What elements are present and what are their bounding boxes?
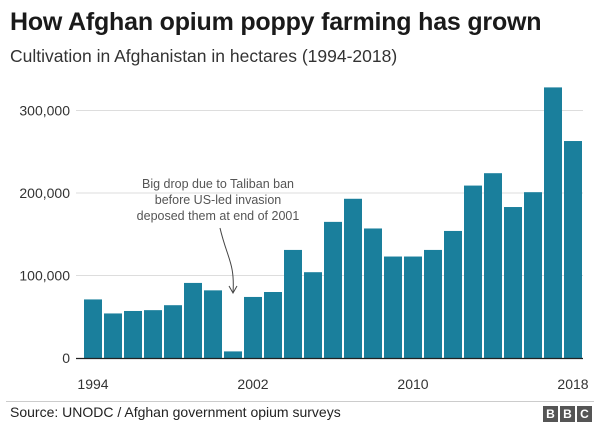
bar-1996 (124, 310, 142, 358)
x-tick-label: 2002 (237, 376, 268, 392)
footer-divider (6, 401, 594, 402)
annotation-arrow (219, 227, 234, 294)
bar-2017 (544, 87, 562, 359)
bbc-logo: B B C (543, 406, 592, 422)
bar-1999 (184, 282, 202, 358)
bar-2013 (464, 185, 482, 358)
bar-2006 (324, 221, 342, 358)
x-tick-label: 2018 (557, 376, 588, 392)
bar-2008 (364, 228, 382, 358)
bbc-logo-letter: B (560, 406, 575, 422)
bar-2007 (344, 198, 362, 358)
annotation-text: before US-led invasion (155, 193, 282, 207)
y-tick-label: 200,000 (19, 185, 70, 201)
bar-2000 (204, 290, 222, 358)
x-tick-label: 1994 (77, 376, 108, 392)
chart-title: How Afghan opium poppy farming has grown (10, 8, 542, 36)
source-note: Source: UNODC / Afghan government opium … (10, 404, 341, 420)
bar-2009 (384, 256, 402, 358)
bar-1998 (164, 305, 182, 358)
bar-1994 (84, 299, 102, 358)
bar-2001 (224, 351, 242, 358)
bar-2010 (404, 256, 422, 358)
bar-2015 (504, 207, 522, 358)
bar-2011 (424, 249, 442, 358)
bar-2014 (484, 173, 502, 358)
bar-2004 (284, 249, 302, 358)
bar-2005 (304, 272, 322, 358)
y-tick-label: 300,000 (19, 103, 70, 119)
annotation-text: deposed them at end of 2001 (137, 209, 300, 223)
y-tick-label: 100,000 (19, 268, 70, 284)
bar-2012 (444, 230, 462, 358)
annotation-text: Big drop due to Taliban ban (142, 177, 294, 191)
x-tick-label: 2010 (397, 376, 428, 392)
bbc-logo-letter: C (577, 406, 592, 422)
y-tick-label: 0 (62, 350, 70, 366)
annotation-arrowhead (228, 285, 238, 295)
bar-2016 (524, 192, 542, 358)
bar-2018 (564, 141, 582, 358)
bar-2003 (264, 292, 282, 358)
chart-subtitle: Cultivation in Afghanistan in hectares (… (10, 46, 398, 66)
bar-chart: 0 100,000 200,000 300,000 1994 2002 2010 2018 B… (19, 87, 589, 392)
bar-2002 (244, 296, 262, 358)
bar-1997 (144, 310, 162, 358)
bbc-logo-letter: B (543, 406, 558, 422)
bar-1995 (104, 313, 122, 358)
